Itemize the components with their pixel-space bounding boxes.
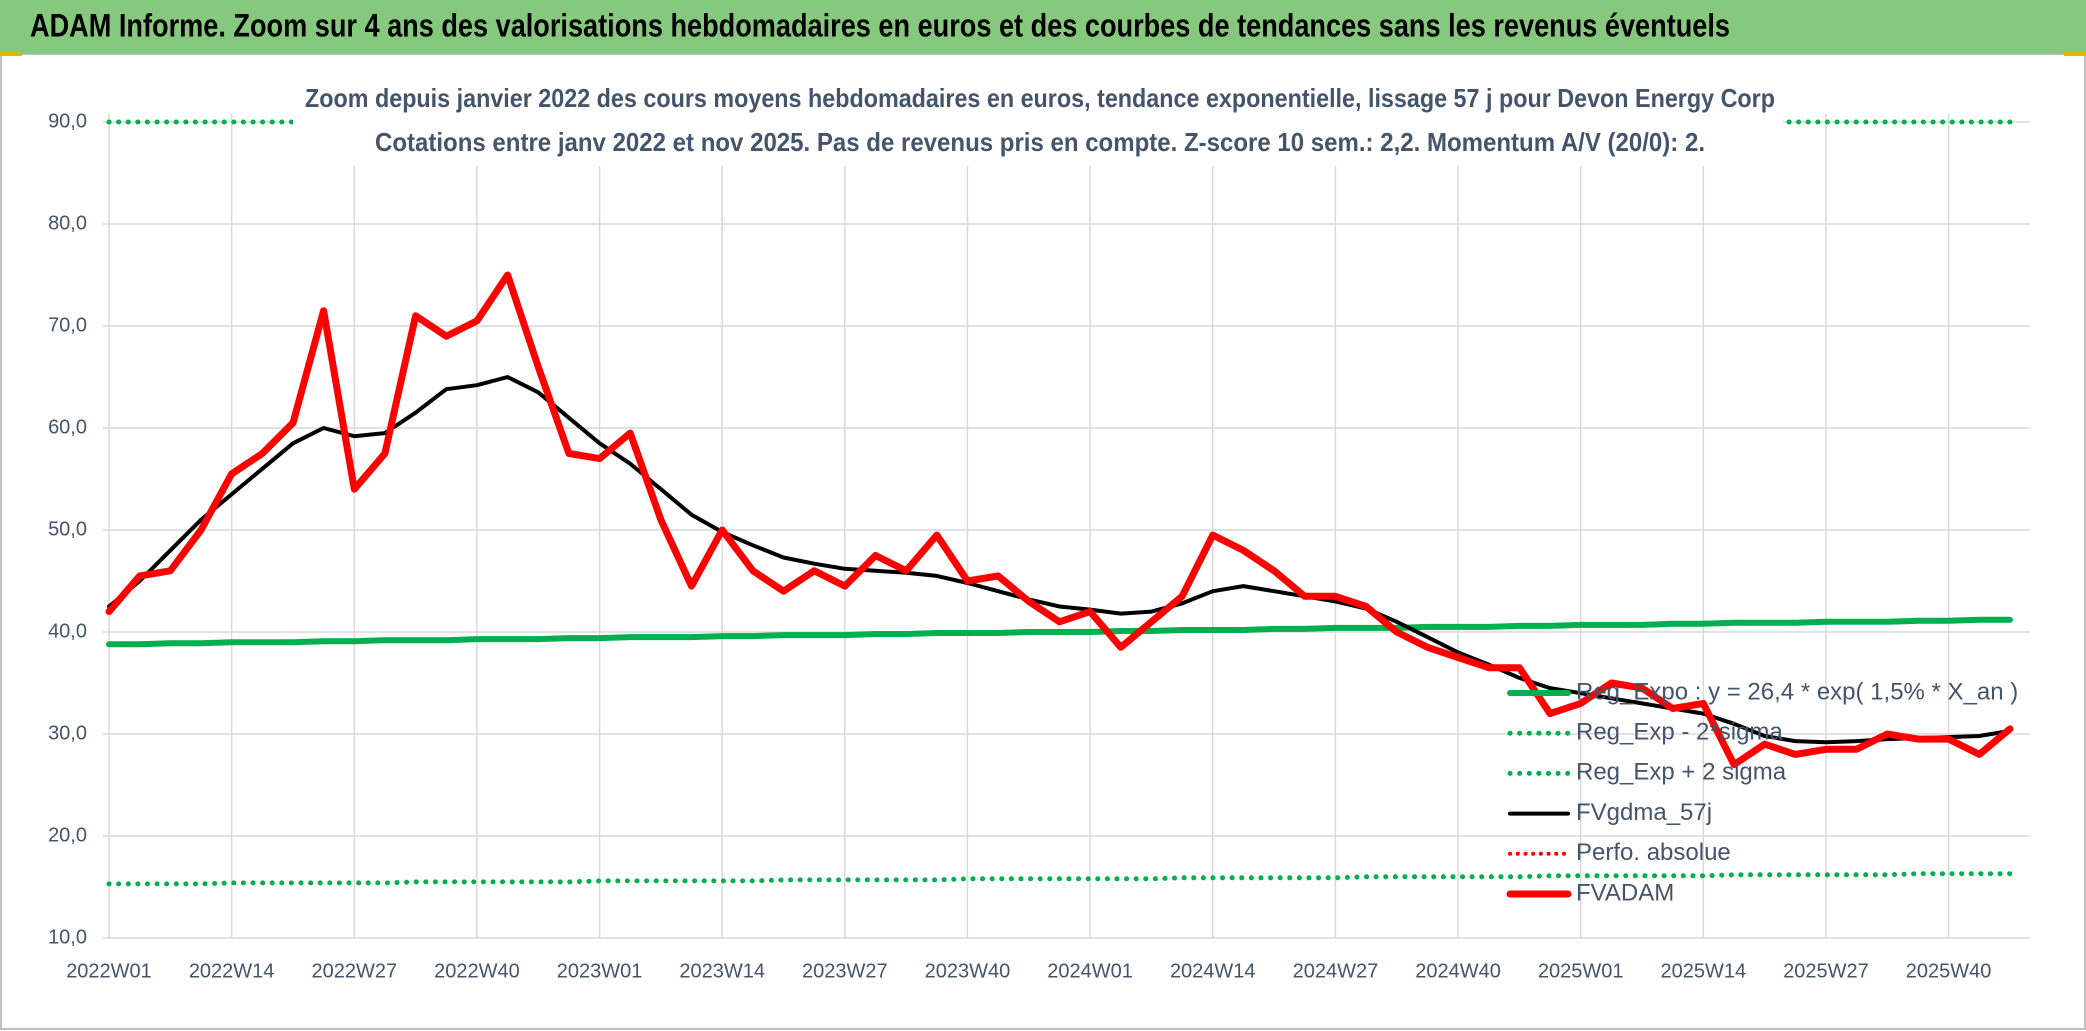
- header-band: [0, 0, 2086, 54]
- x-tick-label: 2022W40: [434, 960, 520, 982]
- y-tick-label: 20,0: [48, 824, 87, 846]
- x-tick-label: 2022W01: [66, 960, 152, 982]
- chart-title: Zoom depuis janvier 2022 des cours moyen…: [305, 83, 1775, 113]
- legend-label: FVgdma_57j: [1576, 799, 1712, 826]
- corner-mark: [2064, 52, 2086, 56]
- legend-label: Reg_Expo : y = 26,4 * exp( 1,5% * X_an ): [1576, 678, 2018, 705]
- series-line: [105, 271, 2014, 769]
- x-tick-label: 2025W14: [1661, 960, 1747, 982]
- x-tick-label: 2024W14: [1170, 960, 1256, 982]
- y-tick-label: 50,0: [48, 518, 87, 540]
- x-tick-label: 2022W27: [311, 960, 397, 982]
- y-tick-label: 70,0: [48, 314, 87, 336]
- header-title: ADAM Informe. Zoom sur 4 ans des valoris…: [30, 7, 1730, 43]
- legend-label: Reg_Exp - 2*sigma: [1576, 719, 1783, 746]
- y-tick-label: 10,0: [48, 926, 87, 948]
- legend-label: FVADAM: [1576, 879, 1674, 906]
- legend: Reg_Expo : y = 26,4 * exp( 1,5% * X_an )…: [1506, 678, 2018, 906]
- x-tick-label: 2025W40: [1906, 960, 1992, 982]
- y-tick-label: 40,0: [48, 620, 87, 642]
- title-backdrop: [293, 80, 1783, 166]
- y-tick-label: 60,0: [48, 416, 87, 438]
- chart-subtitle: Cotations entre janv 2022 et nov 2025. P…: [375, 127, 1705, 157]
- series-line: [106, 616, 2013, 648]
- x-tick-label: 2023W01: [557, 960, 643, 982]
- x-tick-label: 2023W27: [802, 960, 888, 982]
- legend-label: Perfo. absolue: [1576, 839, 1731, 866]
- x-tick-label: 2025W01: [1538, 960, 1624, 982]
- x-tick-label: 2024W40: [1415, 960, 1501, 982]
- series-line: [107, 375, 2012, 745]
- x-tick-label: 2024W27: [1293, 960, 1379, 982]
- y-tick-label: 90,0: [48, 110, 87, 132]
- x-tick-label: 2023W14: [679, 960, 765, 982]
- series-line: [106, 871, 2013, 887]
- x-tick-label: 2024W01: [1047, 960, 1133, 982]
- legend-label: Reg_Exp + 2 sigma: [1576, 759, 1787, 786]
- y-tick-label: 30,0: [48, 722, 87, 744]
- y-tick-label: 80,0: [48, 212, 87, 234]
- x-tick-label: 2022W14: [189, 960, 275, 982]
- x-tick-label: 2023W40: [925, 960, 1011, 982]
- corner-mark: [0, 52, 22, 56]
- x-tick-label: 2025W27: [1783, 960, 1869, 982]
